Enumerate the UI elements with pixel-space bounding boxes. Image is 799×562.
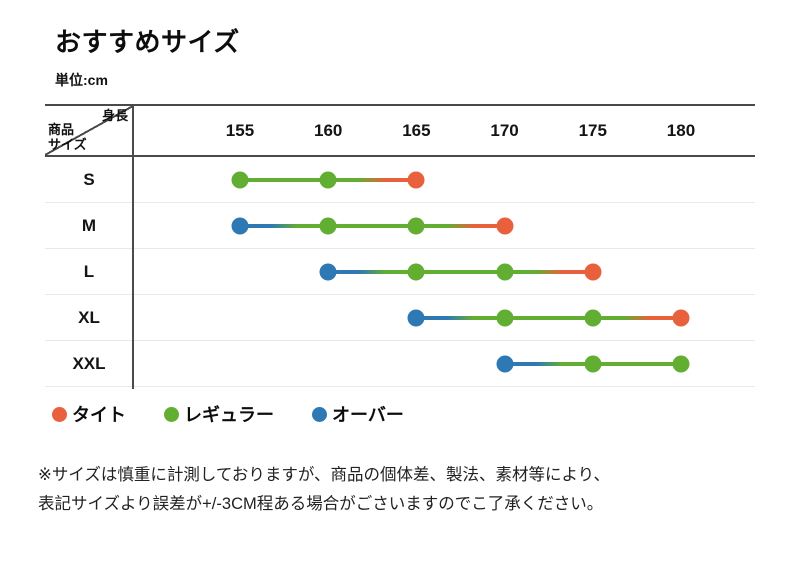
height-tick-165: 165 xyxy=(402,120,431,140)
fit-dot-M-160 xyxy=(319,217,337,234)
height-ticks-row: 155 160 165 170 175 180 xyxy=(133,106,755,155)
size-label-XXL: XXL xyxy=(72,353,106,373)
fit-dot-S-165 xyxy=(407,171,425,188)
range-segment xyxy=(504,269,593,274)
fit-dot-XL-175 xyxy=(584,309,602,326)
fit-dot-XXL-180 xyxy=(672,355,690,372)
size-row-L: L xyxy=(45,249,755,295)
corner-size-label-line1: 商品 xyxy=(48,122,75,138)
fit-dot-M-155 xyxy=(231,217,249,234)
fit-dot-M-165 xyxy=(407,217,425,234)
height-tick-170: 170 xyxy=(490,120,519,140)
fit-dot-XL-165 xyxy=(407,309,425,326)
height-tick-155: 155 xyxy=(225,120,255,140)
legend-dot-icon xyxy=(312,406,327,422)
footer-note: ※サイズは慎重に計測しておりますが、商品の個体差、製法、素材等により、 表記サイ… xyxy=(38,461,768,519)
size-rows: S M L XL XXL xyxy=(45,157,755,387)
size-label-S: S xyxy=(83,169,95,189)
fit-legend: タイト レギュラー オーバー xyxy=(52,401,404,427)
height-tick-160: 160 xyxy=(313,120,343,140)
size-chart-table: 身長 商品 サイズ 155 160 165 170 175 180 S M L XL XXL xyxy=(45,104,755,389)
fit-dot-XL-170 xyxy=(496,309,514,326)
size-row-XXL: XXL xyxy=(45,341,755,387)
size-label-M: M xyxy=(81,215,97,235)
corner-height-label: 身長 xyxy=(101,108,128,123)
size-range-chart-S xyxy=(133,157,755,202)
legend-dot-icon xyxy=(52,406,67,422)
legend-item: タイト xyxy=(52,401,126,427)
fit-dot-S-155 xyxy=(231,171,249,188)
range-segment xyxy=(328,269,417,274)
corner-size-label: 商品 サイズ xyxy=(48,122,87,153)
fit-dot-L-175 xyxy=(584,263,602,280)
range-segment xyxy=(592,361,681,366)
legend-label: レギュラー xyxy=(184,405,274,425)
range-segment xyxy=(239,177,329,182)
corner-size-label-line2: サイズ xyxy=(48,137,87,153)
range-segment xyxy=(416,269,505,274)
fit-dot-L-170 xyxy=(496,263,514,280)
size-row-S: S xyxy=(45,157,755,203)
height-tick-175: 175 xyxy=(578,120,607,140)
range-segment xyxy=(416,315,505,320)
corner-cell: 身長 商品 サイズ xyxy=(45,106,133,155)
height-tick-180: 180 xyxy=(666,120,696,140)
fit-dot-XXL-175 xyxy=(584,355,602,372)
fit-dot-L-160 xyxy=(319,263,337,280)
size-range-chart-XXL xyxy=(133,341,755,386)
range-segment xyxy=(328,223,417,228)
size-label-XL: XL xyxy=(78,307,100,327)
page-title: おすすめサイズ xyxy=(55,27,240,57)
fit-dot-XL-180 xyxy=(672,309,690,326)
range-segment xyxy=(504,361,593,366)
range-segment xyxy=(328,177,417,182)
table-header-row: 身長 商品 サイズ 155 160 165 170 175 180 xyxy=(45,104,755,157)
legend-label: タイト xyxy=(72,405,126,425)
legend-item: オーバー xyxy=(312,401,404,427)
fit-dot-L-165 xyxy=(407,263,425,280)
size-row-XL: XL xyxy=(45,295,755,341)
size-row-M: M xyxy=(45,203,755,249)
legend-label: オーバー xyxy=(332,405,404,425)
size-range-chart-L xyxy=(133,249,755,294)
range-segment xyxy=(239,223,329,228)
legend-item: レギュラー xyxy=(164,401,274,427)
vertical-divider xyxy=(132,104,134,389)
range-segment xyxy=(592,315,681,320)
footer-note-line2: 表記サイズより誤差が+/-3CM程ある場合がごさいますのでこ了承ください。 xyxy=(38,495,604,513)
unit-label: 単位:cm xyxy=(55,72,108,88)
fit-dot-M-170 xyxy=(496,217,514,234)
fit-dot-S-160 xyxy=(319,171,337,188)
range-segment xyxy=(504,315,593,320)
footer-note-line1: ※サイズは慎重に計測しておりますが、商品の個体差、製法、素材等により、 xyxy=(38,466,611,484)
range-segment xyxy=(416,223,505,228)
fit-dot-XXL-170 xyxy=(496,355,514,372)
size-label-L: L xyxy=(83,261,95,281)
legend-dot-icon xyxy=(164,406,179,422)
size-range-chart-XL xyxy=(133,295,755,340)
size-range-chart-M xyxy=(133,203,755,248)
